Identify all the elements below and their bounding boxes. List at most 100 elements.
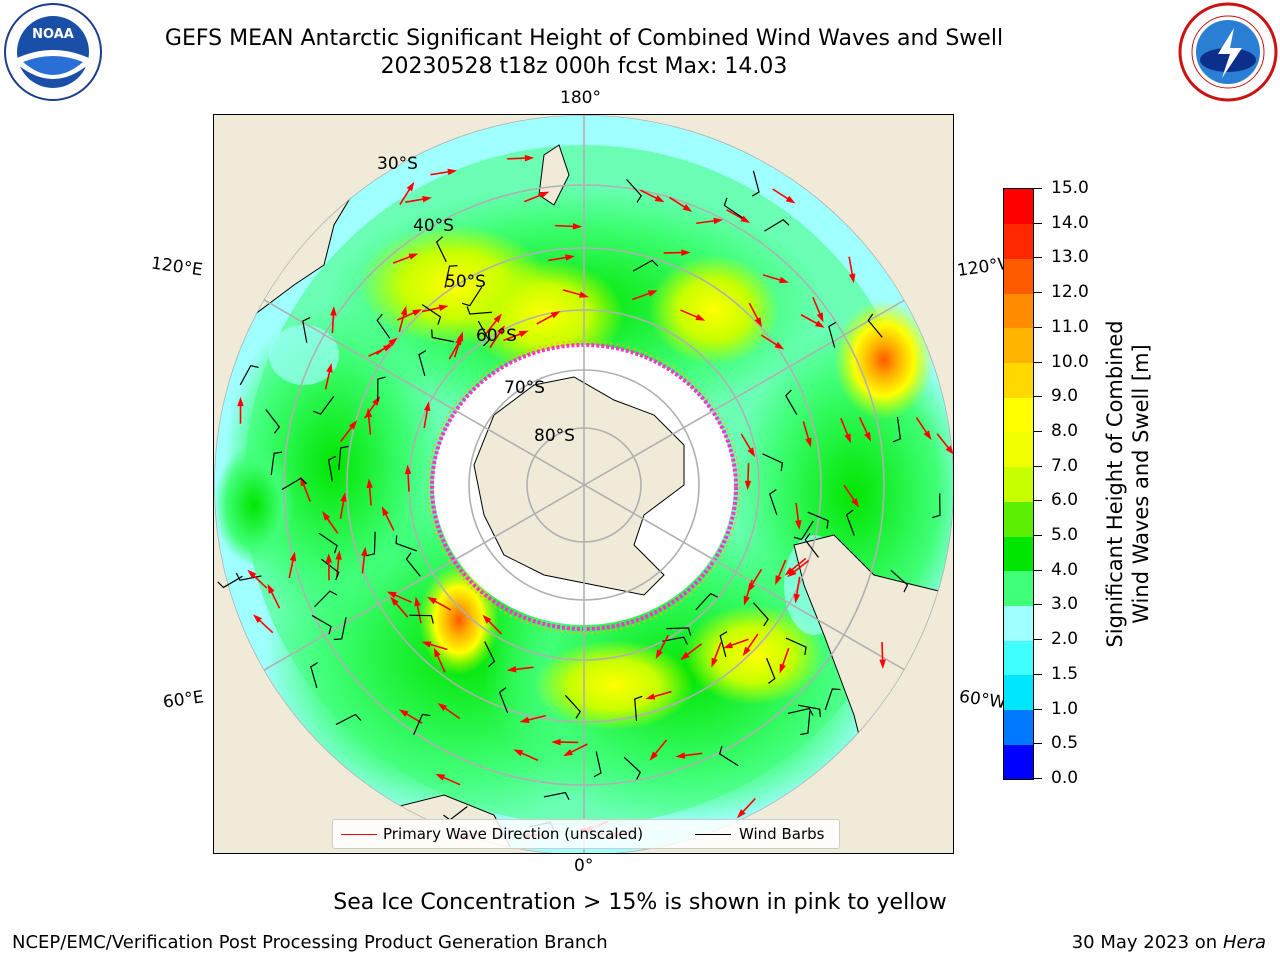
wave-direction-arrow: [640, 189, 659, 200]
wind-barb: [366, 531, 376, 557]
wave-direction-arrow: [336, 557, 340, 578]
colorbar-segment: [1004, 397, 1033, 433]
wave-direction-arrowhead: [497, 325, 505, 335]
lat-label-40s: 40°S: [413, 216, 454, 236]
wave-direction-arrowhead: [361, 546, 368, 557]
colorbar-tick-label: 1.0: [1051, 698, 1079, 719]
wave-direction-arrow: [669, 196, 687, 209]
wind-barb: [787, 707, 814, 716]
colorbar-tick: [1034, 396, 1042, 398]
wave-direction-arrowhead: [879, 659, 886, 669]
wave-direction-arrow: [486, 619, 502, 635]
wave-direction-arrowhead: [744, 480, 752, 491]
wave-direction-arrow: [795, 576, 801, 597]
wave-direction-arrowhead: [849, 273, 856, 284]
wave-direction-arrow: [915, 417, 929, 435]
wave-direction-arrow: [526, 714, 547, 722]
colorbar: [1003, 188, 1034, 780]
wave-direction-arrowhead: [506, 666, 517, 673]
wave-direction-arrowhead: [406, 181, 415, 192]
wind-barb: [804, 533, 819, 558]
colorbar-tick-label: 13.0: [1051, 247, 1089, 268]
wind-barb: [235, 572, 262, 581]
wind-barb: [338, 445, 349, 470]
wind-barb: [807, 511, 829, 529]
wind-barb: [484, 641, 496, 668]
wave-direction-arrow: [407, 471, 410, 492]
wind-barb: [634, 695, 643, 722]
wave-direction-arrow: [548, 256, 569, 262]
colorbar-tick-label: 12.0: [1051, 282, 1089, 303]
wind-barb: [405, 552, 421, 577]
wind-barb: [310, 662, 318, 689]
colorbar-title-line1: Significant Height of Combined: [1103, 320, 1127, 648]
colorbar-tick: [1034, 361, 1042, 363]
wave-direction-arrowhead: [267, 583, 275, 594]
wave-direction-arrow: [392, 255, 413, 264]
wind-barb: [753, 602, 769, 627]
wind-barb: [666, 627, 692, 636]
wind-barb: [281, 477, 308, 491]
wave-direction-arrow: [729, 638, 749, 647]
wave-direction-arrow: [760, 334, 779, 347]
wave-direction-arrow: [397, 311, 417, 321]
wave-direction-arrowhead: [747, 582, 756, 593]
wave-direction-arrowhead: [779, 663, 786, 674]
wave-direction-arrow: [441, 775, 461, 786]
colorbar-tick-label: 8.0: [1051, 420, 1079, 441]
colorbar-segment: [1004, 674, 1033, 711]
wave-direction-arrowhead: [695, 314, 706, 321]
wind-barb: [461, 286, 483, 307]
wind-barb: [762, 453, 784, 471]
wave-direction-arrow: [405, 198, 426, 203]
wave-direction-arrow: [394, 601, 409, 618]
wave-direction-arrowhead: [325, 553, 333, 563]
wave-direction-arrow: [696, 219, 717, 225]
wind-barb: [409, 614, 434, 624]
wave-direction-arrow: [772, 188, 790, 201]
wave-direction-arrowhead: [572, 223, 583, 230]
wind-barb: [632, 259, 659, 272]
lon-label-0: 0°: [574, 856, 594, 876]
colorbar-segment: [1004, 431, 1033, 468]
wave-direction-arrow: [713, 642, 722, 662]
lon-label-180: 180°: [560, 88, 601, 108]
wave-direction-arrow: [812, 297, 822, 317]
antarctica-coast: [473, 376, 685, 596]
wave-direction-arrowhead: [252, 614, 263, 624]
wave-direction-arrowhead: [414, 596, 421, 607]
wind-barb: [239, 364, 259, 386]
colorbar-tick: [1034, 188, 1042, 189]
wind-barb: [793, 520, 814, 541]
wave-direction-arrowhead: [578, 291, 589, 298]
wave-direction-arrowhead: [682, 204, 693, 212]
colorbar-segment: [1004, 744, 1033, 779]
wave-direction-arrowhead: [774, 341, 785, 350]
wave-direction-arrowhead: [326, 362, 333, 373]
wave-direction-arrow: [658, 634, 669, 654]
wind-barb: [311, 614, 332, 635]
wave-direction-arrowhead: [524, 154, 535, 162]
wind-barb: [265, 409, 281, 434]
wave-direction-arrow: [524, 193, 544, 203]
colorbar-tick-label: 14.0: [1051, 212, 1089, 233]
legend-wind-barbs-swatch: [695, 834, 731, 835]
wave-height-field: [214, 115, 953, 853]
wave-direction-arrowhead: [814, 320, 825, 328]
wind-barb: [477, 320, 490, 347]
wave-direction-arrowhead: [754, 317, 762, 328]
wave-direction-arrow: [741, 797, 756, 814]
colorbar-segment: [1004, 501, 1033, 537]
wave-direction-arrowhead: [675, 752, 686, 759]
wind-barb: [431, 329, 454, 343]
wave-direction-arrow: [936, 433, 951, 450]
wave-direction-arrow: [781, 647, 790, 668]
wind-barb: [799, 711, 811, 736]
noaa-logo-icon: NOAA: [4, 3, 102, 101]
wave-direction-arrow: [432, 599, 452, 611]
colorbar-tick-label: 10.0: [1051, 351, 1089, 372]
wind-barb: [466, 306, 492, 315]
wave-direction-arrow: [519, 751, 539, 762]
wave-direction-arrowhead: [723, 642, 733, 649]
lat-label-30s: 30°S: [377, 154, 418, 174]
